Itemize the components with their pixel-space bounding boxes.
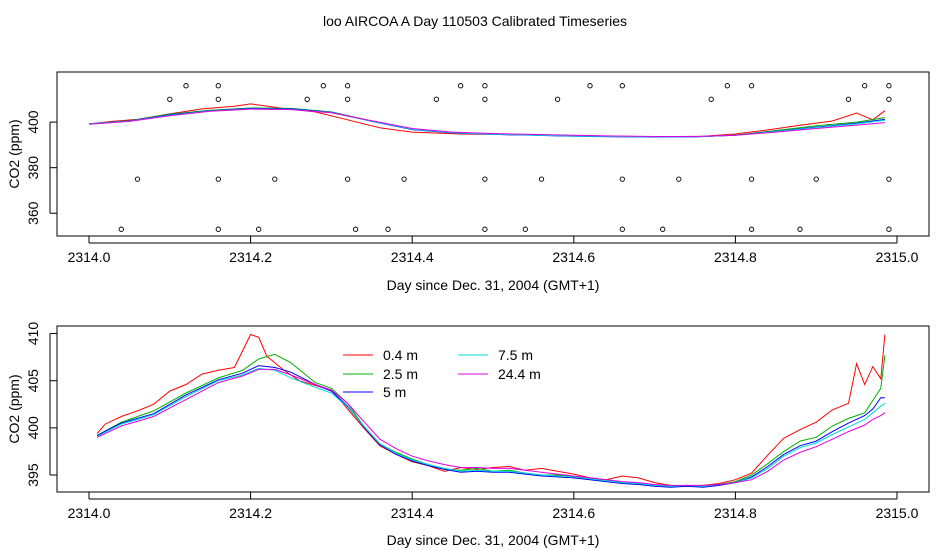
y-tick-label: 380 bbox=[25, 156, 41, 180]
data-point bbox=[352, 226, 359, 232]
data-point bbox=[385, 226, 391, 232]
top-ylabel: CO2 (ppm) bbox=[6, 119, 22, 188]
data-point bbox=[538, 176, 545, 182]
series-line-2 bbox=[96, 365, 885, 488]
data-point bbox=[482, 83, 488, 89]
data-point bbox=[886, 226, 892, 232]
x-tick-label: 2314.4 bbox=[391, 505, 434, 521]
y-tick-label: 400 bbox=[25, 416, 41, 440]
data-point bbox=[748, 83, 755, 89]
x-tick-label: 2314.2 bbox=[229, 249, 272, 265]
data-point bbox=[134, 176, 141, 182]
bottom-plot-frame bbox=[56, 325, 930, 493]
y-tick-label: 360 bbox=[25, 201, 41, 225]
data-point bbox=[554, 96, 561, 102]
data-point bbox=[522, 226, 528, 232]
series-line-3 bbox=[96, 367, 886, 487]
data-point bbox=[619, 83, 625, 89]
top-plot-frame bbox=[56, 71, 930, 237]
bottom-xlabel: Day since Dec. 31, 2004 (GMT+1) bbox=[387, 532, 600, 548]
data-point bbox=[482, 226, 488, 232]
data-point bbox=[676, 176, 682, 182]
series-line-4 bbox=[96, 368, 886, 486]
legend-label: 5 m bbox=[383, 384, 406, 400]
data-point bbox=[344, 83, 351, 89]
data-point bbox=[748, 176, 755, 182]
data-point bbox=[433, 96, 440, 102]
data-point bbox=[401, 176, 407, 182]
data-point bbox=[724, 83, 730, 89]
x-tick-label: 2314.0 bbox=[68, 505, 111, 521]
data-point bbox=[660, 226, 666, 232]
legend-label: 2.5 m bbox=[383, 366, 418, 382]
top-panel: 2314.0 2314.2 2314.4 2314.6 2314.8 2315.0 360 3… bbox=[6, 71, 930, 293]
data-point bbox=[320, 83, 326, 89]
top-series-line-4 bbox=[88, 108, 885, 137]
data-point bbox=[215, 83, 221, 89]
data-point bbox=[215, 176, 221, 182]
data-point bbox=[256, 226, 262, 232]
data-point bbox=[797, 226, 803, 232]
bottom-ylabel: CO2 (ppm) bbox=[6, 374, 22, 443]
data-point bbox=[587, 83, 593, 89]
legend-label: 7.5 m bbox=[498, 347, 533, 363]
data-point bbox=[862, 83, 868, 89]
x-tick-label: 2314.2 bbox=[229, 505, 272, 521]
data-point bbox=[708, 96, 714, 102]
y-tick-label: 395 bbox=[25, 463, 41, 487]
x-tick-label: 2314.0 bbox=[68, 249, 111, 265]
bottom-panel: 2314.0 2314.2 2314.4 2314.6 2314.8 2315.0 395 4… bbox=[6, 322, 930, 548]
x-tick-label: 2314.8 bbox=[714, 505, 757, 521]
data-point bbox=[272, 176, 278, 182]
data-point bbox=[619, 176, 625, 182]
x-tick-label: 2314.4 bbox=[391, 249, 434, 265]
data-point bbox=[118, 226, 124, 232]
data-point bbox=[482, 96, 488, 102]
data-point bbox=[748, 226, 755, 232]
legend-label: 0.4 m bbox=[383, 347, 418, 363]
x-tick-label: 2315.0 bbox=[876, 505, 919, 521]
data-point bbox=[458, 83, 464, 89]
y-tick-label: 400 bbox=[25, 110, 41, 134]
data-point bbox=[886, 176, 892, 182]
top-xlabel: Day since Dec. 31, 2004 (GMT+1) bbox=[387, 277, 600, 293]
legend: 0.4 m 2.5 m 5 m 7.5 m 24.4 m bbox=[343, 347, 541, 400]
legend-label: 24.4 m bbox=[498, 366, 541, 382]
data-point bbox=[886, 96, 892, 102]
series-line-0 bbox=[96, 333, 886, 487]
series-line-1 bbox=[96, 353, 886, 487]
figure-title: loo AIRCOA A Day 110503 Calibrated Times… bbox=[323, 13, 627, 29]
x-tick-label: 2314.6 bbox=[552, 249, 595, 265]
data-point bbox=[886, 83, 892, 89]
x-tick-label: 2314.8 bbox=[714, 249, 757, 265]
data-point bbox=[482, 176, 488, 182]
y-tick-label: 410 bbox=[25, 322, 41, 346]
y-tick-label: 405 bbox=[25, 369, 41, 393]
data-point bbox=[183, 83, 189, 89]
top-series-line-0 bbox=[88, 103, 886, 138]
data-point bbox=[813, 176, 819, 182]
data-point bbox=[344, 96, 351, 102]
x-tick-label: 2314.6 bbox=[552, 505, 595, 521]
data-point bbox=[845, 96, 852, 102]
data-point bbox=[215, 96, 221, 102]
x-tick-label: 2315.0 bbox=[876, 249, 919, 265]
data-point bbox=[344, 176, 351, 182]
data-point bbox=[215, 226, 221, 232]
data-point bbox=[619, 226, 625, 232]
data-point bbox=[167, 96, 173, 102]
data-point bbox=[304, 96, 310, 102]
